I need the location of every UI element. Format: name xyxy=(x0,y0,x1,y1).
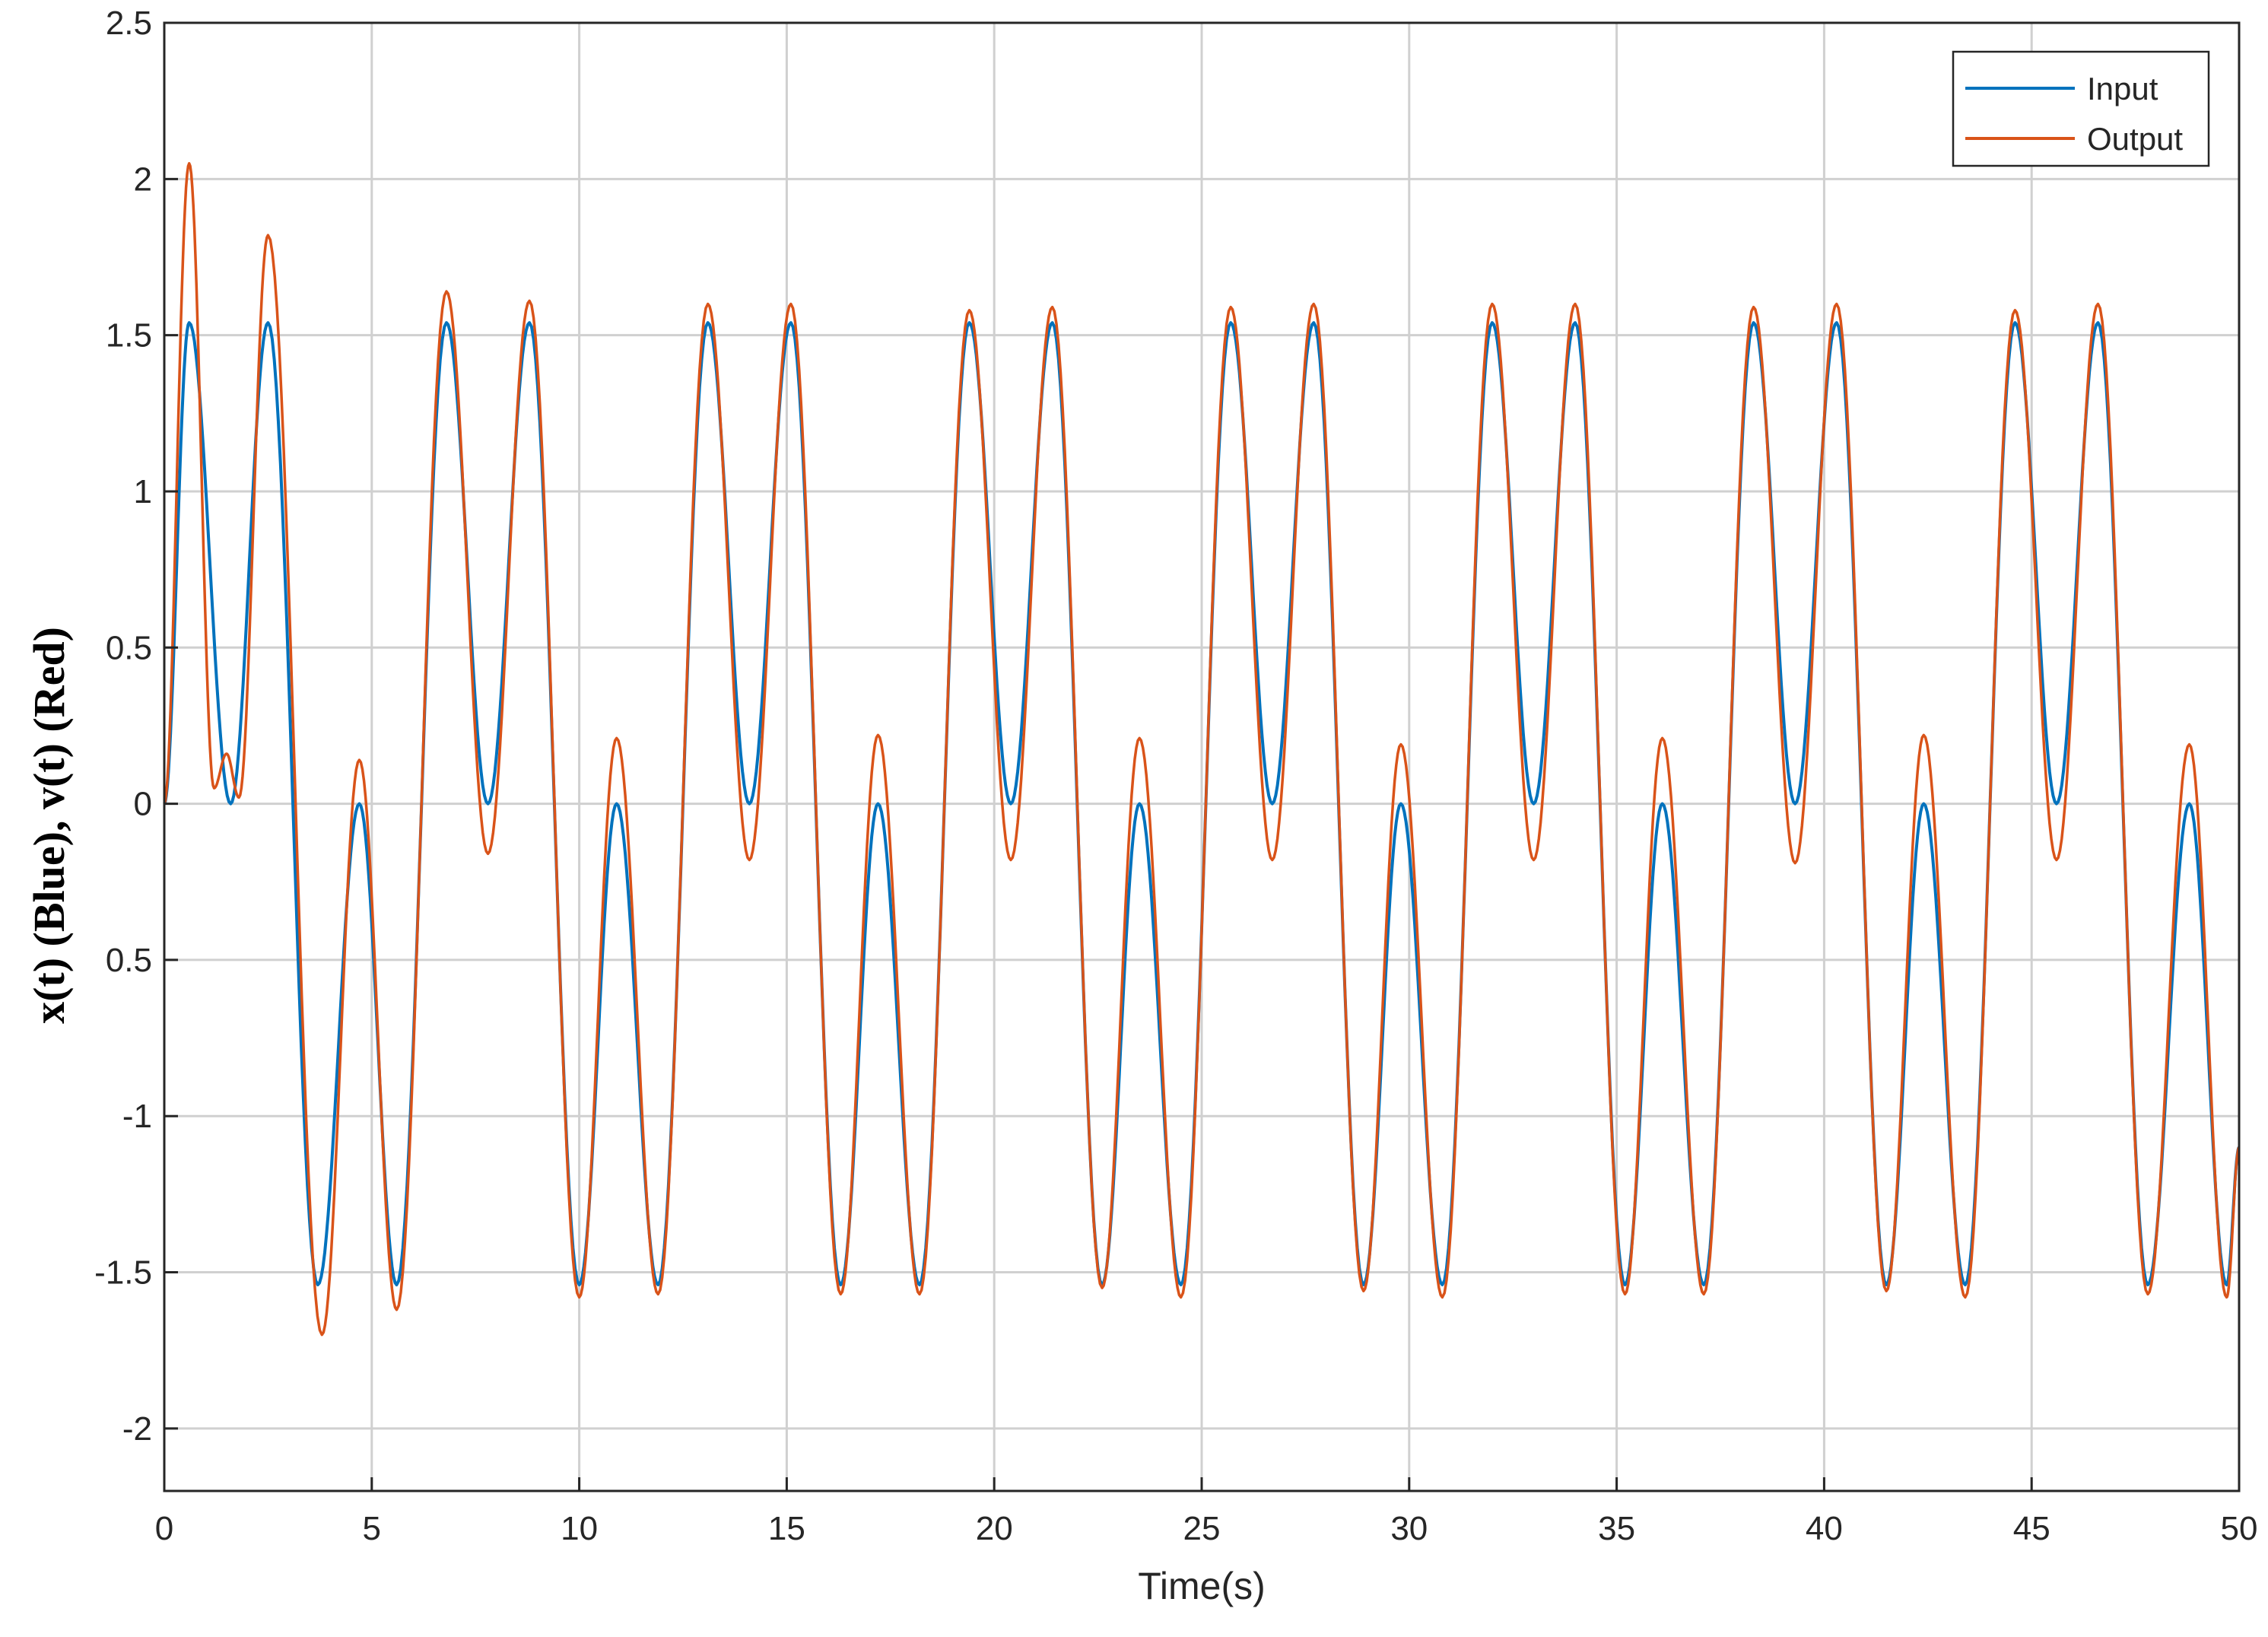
y-tick-label: 0 xyxy=(134,786,152,823)
x-tick-label: 40 xyxy=(1806,1510,1843,1547)
y-tick-label: 1.5 xyxy=(106,317,152,354)
x-tick-label: 25 xyxy=(1183,1510,1221,1547)
y-tick-label: -1 xyxy=(122,1098,152,1135)
y-tick-label: 2 xyxy=(134,161,152,198)
y-axis-label: x(t) (Blue), v(t) (Red) xyxy=(24,627,74,1024)
x-tick-label: 30 xyxy=(1390,1510,1428,1547)
legend-box xyxy=(1952,50,2210,167)
legend-label: Output xyxy=(2087,121,2183,157)
x-tick-label: 5 xyxy=(363,1510,381,1547)
y-tick-label: -2 xyxy=(122,1410,152,1448)
series-layer xyxy=(163,162,2241,1337)
x-tick-label: 0 xyxy=(155,1510,173,1547)
legend-label: Input xyxy=(2087,71,2158,106)
x-tick-label: 35 xyxy=(1598,1510,1635,1547)
legend: Input Output xyxy=(1952,50,2210,167)
x-tick-label: 20 xyxy=(976,1510,1013,1547)
y-tick-label: 1 xyxy=(134,473,152,510)
series-line-output xyxy=(163,162,2241,1337)
y-tick-label: 0.5 xyxy=(106,942,152,979)
ticks: 0 5 10 15 20 25 30 35 40 45 50 2.5 2 1.5 1 0.5 0 0.5 -1 -1.… xyxy=(94,5,2257,1547)
x-tick-label: 10 xyxy=(561,1510,598,1547)
x-tick-label: 15 xyxy=(768,1510,805,1547)
y-tick-label: -1.5 xyxy=(94,1254,152,1292)
x-tick-label: 50 xyxy=(2221,1510,2258,1547)
y-tick-label: 2.5 xyxy=(106,5,152,42)
x-axis-label: Time(s) xyxy=(1138,1565,1266,1607)
y-tick-label: 0.5 xyxy=(106,629,152,666)
x-tick-label: 45 xyxy=(2013,1510,2050,1547)
